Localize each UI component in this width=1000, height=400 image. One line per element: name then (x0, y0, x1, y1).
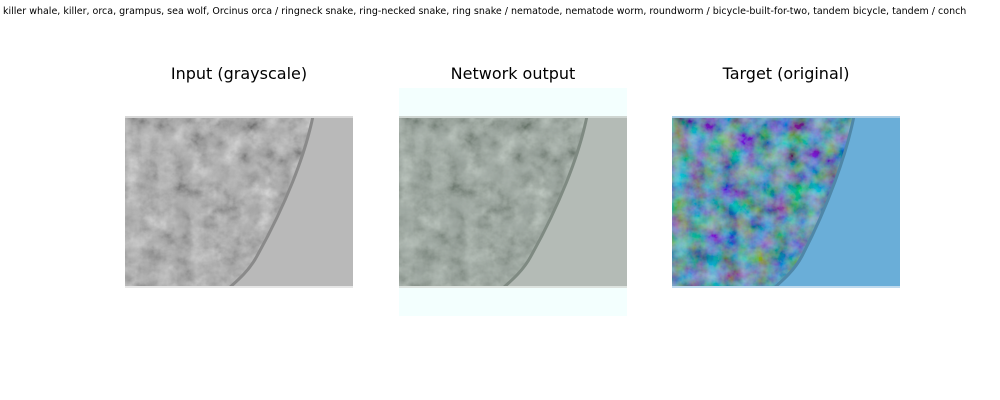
figure-suptitle: killer whale, killer, orca, grampus, sea… (3, 6, 967, 17)
panel-title-input: Input (grayscale) (170, 64, 308, 83)
input-grayscale-image (125, 116, 353, 288)
panel-title-output: Network output (450, 64, 576, 83)
panel-title-target: Target (original) (722, 64, 850, 83)
target-original-image (672, 116, 900, 288)
network-output-image (399, 116, 627, 288)
